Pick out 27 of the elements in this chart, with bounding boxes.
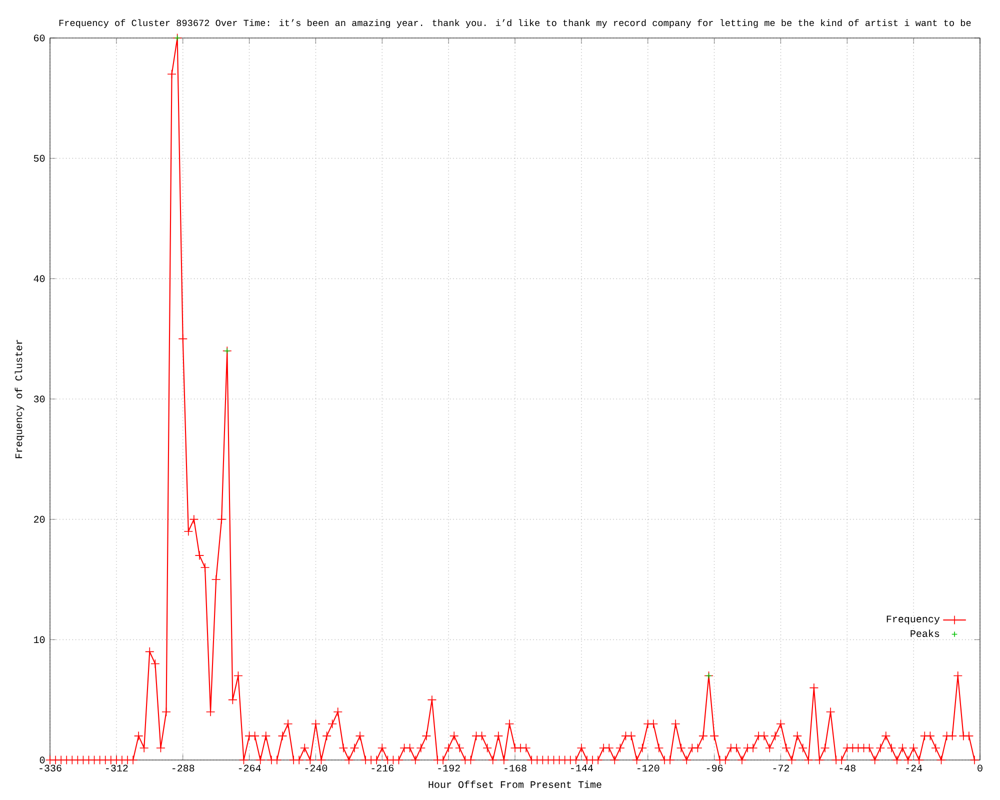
- x-tick-label: -216: [372, 764, 394, 772]
- y-tick-label: 30: [34, 396, 45, 402]
- chart-title: Frequency of Cluster 893672 Over Time: it’s been an amazing year. thank you. i’d like to thank my record company for letting me be the kind of artist i want to be: [59, 19, 971, 28]
- x-tick-label: -24: [906, 764, 922, 772]
- legend-label: Peaks: [910, 630, 940, 637]
- y-tick-label: 60: [34, 34, 45, 42]
- y-tick-label: 50: [34, 154, 45, 162]
- x-tick-label: -120: [637, 764, 660, 772]
- x-tick-label: -240: [305, 764, 328, 772]
- y-tick-label: 10: [34, 636, 45, 644]
- y-tick-label: 40: [34, 275, 45, 282]
- y-axis-title: Frequency of Cluster: [14, 340, 24, 458]
- x-tick-label: -336: [40, 764, 62, 772]
- x-tick-label: -144: [571, 764, 593, 772]
- y-tick-label: 20: [34, 516, 45, 523]
- x-tick-label: -72: [773, 764, 790, 772]
- x-axis-title: Hour Offset From Present Time: [428, 780, 602, 788]
- x-tick-label: -48: [840, 764, 856, 772]
- x-tick-label: -96: [706, 764, 723, 772]
- x-tick-label: -264: [238, 764, 261, 772]
- x-tick-label: -312: [106, 764, 128, 772]
- x-tick-label: 0: [978, 764, 982, 772]
- x-tick-label: -168: [504, 764, 526, 772]
- y-tick-label: 0: [40, 756, 45, 764]
- x-tick-label: -288: [172, 764, 194, 772]
- x-tick-label: -192: [438, 764, 460, 772]
- legend-label: Frequency: [886, 616, 940, 624]
